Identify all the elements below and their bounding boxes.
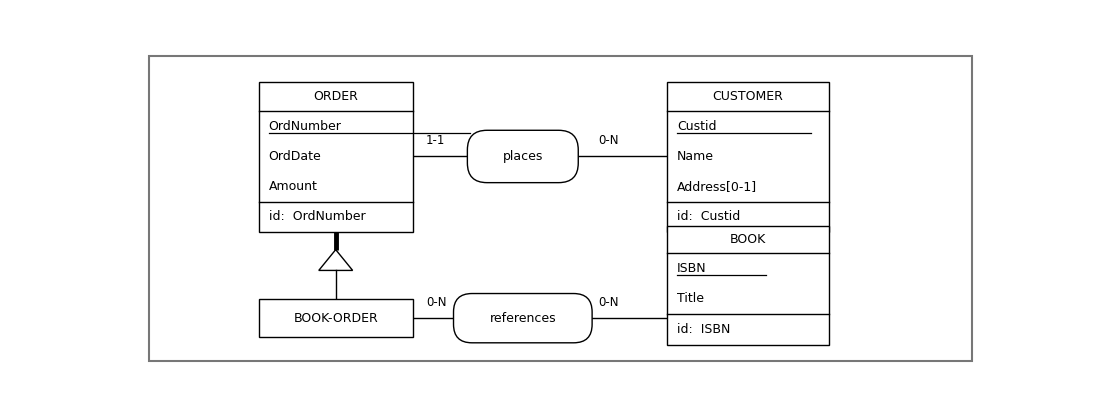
Text: Amount: Amount	[269, 180, 318, 193]
Text: id:  ISBN: id: ISBN	[677, 323, 730, 336]
Text: Name: Name	[677, 150, 714, 163]
Text: ISBN: ISBN	[677, 262, 706, 275]
Bar	[259, 299, 413, 337]
Bar	[667, 82, 828, 232]
Text: Custid: Custid	[677, 119, 716, 133]
Bar	[259, 82, 413, 232]
Text: OrdDate: OrdDate	[269, 150, 321, 163]
Text: places: places	[503, 150, 543, 163]
Text: id:  OrdNumber: id: OrdNumber	[269, 210, 365, 223]
Text: 0-N: 0-N	[599, 296, 619, 309]
FancyBboxPatch shape	[468, 130, 578, 183]
Text: Address[0-1]: Address[0-1]	[677, 180, 757, 193]
Text: 1-1: 1-1	[426, 134, 445, 147]
Text: OrdNumber: OrdNumber	[269, 119, 342, 133]
FancyBboxPatch shape	[454, 293, 592, 343]
Text: ORDER: ORDER	[314, 90, 359, 103]
Text: CUSTOMER: CUSTOMER	[713, 90, 783, 103]
Text: BOOK-ORDER: BOOK-ORDER	[293, 311, 378, 325]
Text: 0-N: 0-N	[426, 296, 446, 309]
Text: BOOK: BOOK	[729, 233, 766, 246]
Text: 0-N: 0-N	[599, 134, 619, 147]
Text: id:  Custid: id: Custid	[677, 210, 740, 223]
Text: references: references	[490, 311, 556, 325]
Text: Title: Title	[677, 293, 704, 305]
Bar	[667, 226, 828, 345]
